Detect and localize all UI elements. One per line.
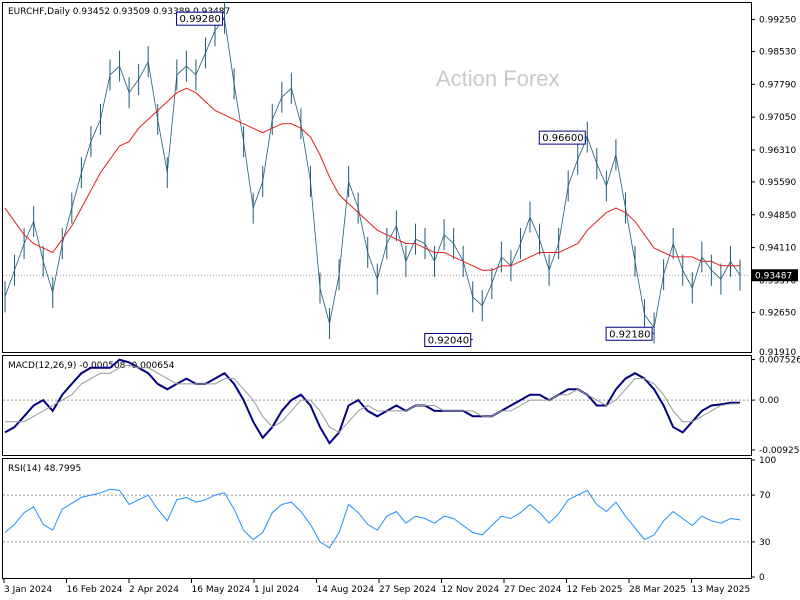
price-panel bbox=[2, 2, 752, 353]
macd-main-line bbox=[4, 358, 740, 445]
price-annotation: 0.99280 bbox=[176, 11, 225, 26]
price-tick-label: 0.97790 bbox=[759, 80, 796, 90]
price-annotations: 0.99280 0.96600 0.92040 0.92180 bbox=[176, 11, 655, 347]
price-line bbox=[4, 17, 741, 329]
x-tick-label: 3 Jan 2024 bbox=[4, 585, 52, 595]
price-y-ticks: 0.92650 0.93370 0.94110 0.94850 0.95590 0.963… bbox=[3, 16, 796, 358]
annotation-label: 0.92040 bbox=[428, 335, 469, 346]
rsi-tick-label: 70 bbox=[759, 491, 771, 501]
rsi-tick-label: 0 bbox=[759, 573, 765, 583]
last-price-box bbox=[752, 269, 798, 282]
price-tick-label: 0.94110 bbox=[759, 244, 796, 254]
price-tick-label: 0.94850 bbox=[759, 211, 796, 221]
macd-y-ticks: 0.007526 0.00 -0.009252 bbox=[3, 356, 800, 456]
x-axis: 3 Jan 2024 16 Feb 2024 2 Apr 2024 16 May 20… bbox=[3, 579, 751, 595]
macd-tick-label: 0.007526 bbox=[759, 356, 800, 366]
price-tick-label: 0.96310 bbox=[759, 146, 796, 156]
macd-header: MACD(12,26,9) -0.000508 -0.000654 bbox=[8, 361, 175, 371]
price-annotation: 0.96600 bbox=[538, 130, 588, 145]
x-tick-label: 14 Aug 2024 bbox=[317, 585, 375, 595]
x-tick-label: 12 Nov 2024 bbox=[442, 585, 500, 595]
price-tick-label: 0.92650 bbox=[759, 308, 796, 318]
price-series bbox=[4, 2, 741, 344]
rsi-tick-label: 30 bbox=[759, 538, 771, 548]
rsi-header: RSI(14) 48.7995 bbox=[8, 464, 81, 474]
macd-tick-label: -0.009252 bbox=[759, 446, 800, 456]
x-tick-label: 28 Mar 2025 bbox=[629, 585, 686, 595]
price-tick-label: 0.97050 bbox=[759, 113, 796, 123]
price-header: EURCHF,Daily 0.93452 0.93509 0.93389 0.9… bbox=[8, 7, 230, 17]
last-price-label: 0.93487 bbox=[755, 271, 792, 281]
price-tick-label: 0.91910 bbox=[759, 348, 796, 358]
watermark: Action Forex bbox=[436, 66, 560, 91]
x-tick-label: 16 May 2024 bbox=[192, 585, 251, 595]
x-tick-label: 2 Apr 2024 bbox=[129, 585, 179, 595]
macd-series bbox=[4, 358, 741, 445]
x-tick-label: 1 Jul 2024 bbox=[254, 585, 299, 595]
x-tick-label: 13 May 2025 bbox=[692, 585, 751, 595]
x-tick-label: 27 Sep 2024 bbox=[379, 585, 436, 595]
price-tick-label: 0.93370 bbox=[759, 276, 796, 286]
annotation-label: 0.92180 bbox=[609, 329, 650, 340]
price-annotation: 0.92180 bbox=[605, 326, 655, 341]
macd-tick-label: 0.00 bbox=[759, 396, 779, 406]
macd-signal-line bbox=[5, 364, 741, 434]
rsi-panel bbox=[2, 458, 752, 579]
rsi-line bbox=[4, 488, 741, 549]
moving-average-line bbox=[4, 87, 740, 271]
rsi-series bbox=[4, 488, 741, 549]
price-tick-label: 0.99250 bbox=[759, 16, 796, 26]
annotation-label: 0.96600 bbox=[542, 133, 583, 144]
rsi-tick-label: 100 bbox=[759, 456, 776, 466]
last-price-marker: 0.93487 bbox=[752, 269, 798, 282]
price-tick-label: 0.98530 bbox=[759, 47, 796, 57]
price-annotation: 0.92040 bbox=[424, 332, 473, 347]
rsi-y-ticks: 100 70 30 0 bbox=[3, 456, 776, 583]
annotation-label: 0.99280 bbox=[180, 14, 221, 25]
annotation-box bbox=[176, 11, 224, 26]
x-tick-label: 12 Feb 2025 bbox=[567, 585, 623, 595]
x-tick-label: 27 Dec 2024 bbox=[504, 585, 562, 595]
macd-panel bbox=[2, 355, 752, 456]
x-tick-label: 16 Feb 2024 bbox=[67, 585, 123, 595]
price-tick-label: 0.95590 bbox=[759, 178, 796, 188]
